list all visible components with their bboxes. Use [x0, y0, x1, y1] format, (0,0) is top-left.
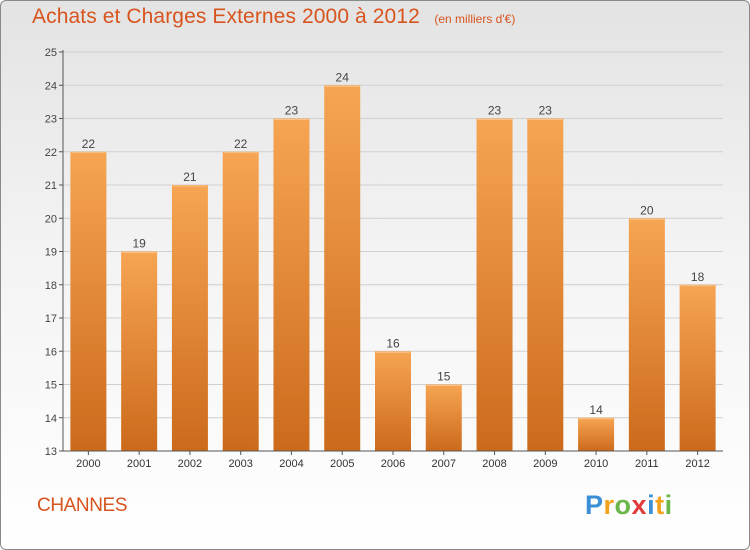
x-tick-label: 2000	[76, 458, 100, 470]
value-label: 14	[589, 403, 603, 417]
title-row: Achats et Charges Externes 2000 à 2012 (…	[32, 5, 515, 29]
y-tick-label: 16	[45, 346, 57, 358]
bar	[527, 118, 564, 451]
bar	[121, 251, 158, 451]
value-label: 20	[640, 203, 654, 217]
y-tick-label: 21	[45, 180, 57, 192]
proxiti-logo: Proxiti	[585, 490, 673, 521]
value-label: 18	[691, 270, 705, 284]
bar	[273, 118, 310, 451]
value-label: 16	[386, 336, 400, 350]
logo-letter: x	[631, 490, 648, 520]
bar	[628, 218, 665, 451]
chart-title: Achats et Charges Externes 2000 à 2012	[32, 5, 420, 28]
value-label: 21	[183, 170, 197, 184]
y-tick-label: 22	[45, 147, 57, 159]
x-tick-label: 2005	[330, 458, 354, 470]
logo-letter: i	[647, 490, 656, 520]
x-tick-label: 2008	[482, 458, 506, 470]
x-tick-label: 2006	[381, 458, 405, 470]
bar	[425, 384, 462, 451]
value-label: 23	[285, 104, 299, 118]
bar	[375, 351, 411, 451]
x-tick-label: 2010	[584, 458, 608, 470]
bars	[70, 85, 716, 451]
bar	[171, 185, 208, 451]
value-label: 23	[488, 104, 502, 118]
logo-letter: i	[664, 490, 673, 520]
bar	[679, 284, 716, 451]
y-tick-label: 23	[45, 114, 57, 126]
value-label: 22	[82, 137, 96, 151]
logo-letter: o	[614, 490, 632, 520]
value-label: 22	[234, 137, 248, 151]
logo-letter: r	[603, 490, 615, 520]
y-tick-label: 25	[45, 47, 57, 59]
bar	[578, 417, 615, 451]
value-label: 15	[437, 370, 451, 384]
y-tick-label: 20	[45, 213, 57, 225]
axes	[59, 50, 723, 455]
value-label: 19	[132, 237, 146, 251]
x-tick-label: 2012	[685, 458, 709, 470]
y-tick-label: 18	[45, 280, 57, 292]
y-tick-label: 24	[45, 80, 57, 92]
x-tick-label: 2009	[533, 458, 557, 470]
bar	[476, 118, 513, 451]
x-tick-label: 2007	[432, 458, 456, 470]
y-tick-label: 19	[45, 247, 57, 259]
labels: 13 14 15 16 17 18 19 20 21 22 23 24 25 22 2000 19 2001 21…	[45, 47, 710, 470]
bar	[222, 151, 259, 451]
bar	[70, 151, 107, 451]
logo-letter: P	[585, 490, 604, 520]
value-label: 23	[539, 104, 553, 118]
y-tick-label: 17	[45, 313, 57, 325]
y-tick-label: 14	[45, 413, 57, 425]
bar	[324, 85, 361, 451]
x-tick-label: 2001	[127, 458, 151, 470]
x-tick-label: 2011	[635, 458, 659, 470]
logo-letter: t	[655, 490, 665, 520]
value-label: 24	[336, 70, 350, 84]
x-tick-label: 2004	[279, 458, 303, 470]
x-tick-label: 2002	[178, 458, 202, 470]
y-tick-label: 15	[45, 380, 57, 392]
x-tick-label: 2003	[228, 458, 252, 470]
commune-name: CHANNES	[37, 495, 128, 516]
y-tick-label: 13	[45, 446, 57, 458]
chart-unit: (en milliers d'€)	[434, 12, 516, 26]
